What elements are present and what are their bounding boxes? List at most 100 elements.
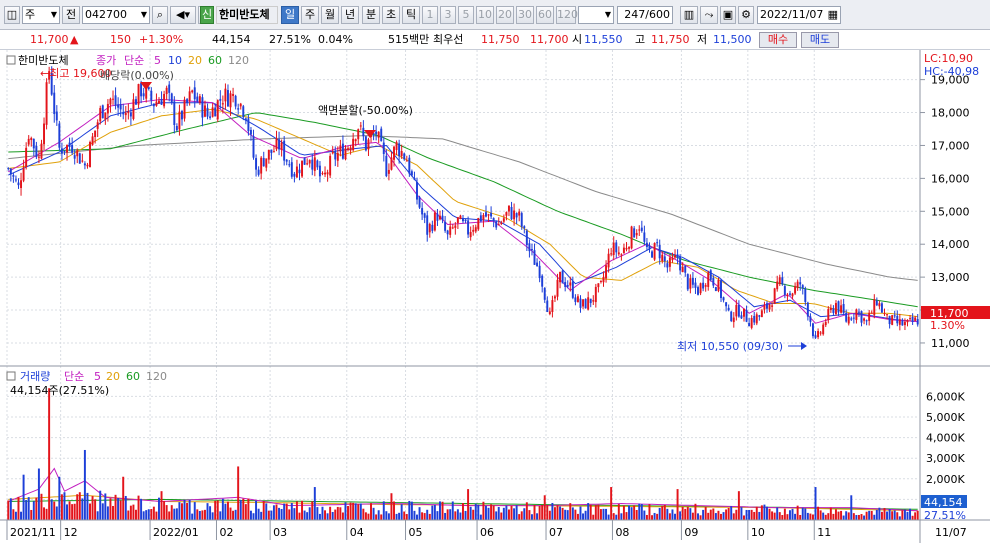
period-day[interactable]: 일 [281,6,299,24]
volume-bar [387,513,390,520]
volume-bar [911,515,914,520]
candle-body [464,219,467,222]
volume-bar [198,510,201,520]
interval-10[interactable]: 10 [476,6,494,24]
candle-body [160,99,163,105]
date-input[interactable]: 2022/11/07 ▦ [757,6,841,24]
interval-60[interactable]: 60 [536,6,554,24]
candle-body [104,112,107,120]
interval-20[interactable]: 20 [496,6,514,24]
volume-bar [104,493,107,520]
candle-body [873,299,876,316]
candle-body [48,71,51,80]
volume-bar [226,501,229,520]
candle-body [158,100,160,104]
candle-body [704,285,707,287]
volume-bar [211,512,214,520]
candle-body [906,319,909,323]
speaker-icon[interactable]: ◀▾ [170,6,196,24]
volume-bar [81,498,84,520]
period-month[interactable]: 월 [321,6,339,24]
candle-settings-icon[interactable]: ▥ [680,6,698,24]
volume-bar [643,510,646,520]
candle-body [219,98,222,101]
period-tick[interactable]: 틱 [402,6,420,24]
volume-bar [214,500,217,520]
candle-body [14,179,17,181]
candle-body [783,286,786,295]
candle-body [868,312,871,321]
candle-body [272,151,275,153]
candle-body [30,137,33,141]
stock-chart[interactable]: 11,00012,00013,00014,00015,00016,00017,0… [0,50,990,543]
volume-bar [377,510,380,520]
candle-body [909,318,912,320]
interval-5[interactable]: 5 [458,6,474,24]
period-minute[interactable]: 분 [362,6,380,24]
candle-body [367,139,370,150]
candle-body [842,304,845,314]
volume-bar [868,510,871,520]
price-legend: 한미반도체 종가 단순 5 10 20 60 120 [6,54,249,67]
buy-button[interactable]: 매수 [759,32,797,48]
candle-body [127,111,130,114]
interval-30[interactable]: 30 [516,6,534,24]
volume-bar [150,508,153,520]
candle-body [53,92,56,115]
volume-bar [732,513,735,520]
gear-icon[interactable]: ⚙ [738,6,754,24]
code-input[interactable]: 042700 ▼ [82,6,150,24]
candle-body [398,143,401,157]
volume-legend: 거래량 단순 5 20 60 120 44,154주(27.51%) [6,370,167,397]
volume-bar [224,503,227,520]
candle-body [178,111,181,130]
volume-bar [127,510,130,520]
candle-body [891,315,894,325]
volume-bar [783,508,786,520]
volume-bar [850,495,853,520]
candle-body [712,277,715,286]
count-field[interactable]: 247/600 [617,6,673,24]
volume-bar [863,515,866,520]
period-second[interactable]: 초 [382,6,400,24]
candle-body [630,226,633,249]
market-type-select[interactable]: 주 ▼ [22,6,60,24]
volume-bar [32,501,35,520]
candle-body [584,298,587,309]
volume-bar [502,507,505,520]
volume-bar [653,512,656,520]
window-icon[interactable]: ◫ [4,6,20,24]
save-icon[interactable]: ▣ [720,6,736,24]
volume-bar [745,509,748,520]
candle-body [306,163,309,165]
volume-bar [354,503,357,520]
interval-120[interactable]: 120 [556,6,578,24]
candle-body [515,213,518,218]
candle-body [806,302,809,317]
volume-bar [382,501,385,520]
current-volume-tag-label: 44,154 [924,496,963,509]
period-week[interactable]: 주 [301,6,319,24]
candle-body [814,335,817,338]
candle-body [559,271,562,283]
candle-body [122,112,125,115]
prev-button[interactable]: 전 [62,6,80,24]
candle-body [533,250,536,265]
interval-custom-select[interactable]: ▼ [578,6,614,24]
line-tool-icon[interactable]: ⤳ [700,6,718,24]
volume-bar [117,498,120,520]
interval-3[interactable]: 3 [440,6,456,24]
volume-bar [817,506,820,520]
candle-body [482,215,485,220]
volume-bar [760,505,763,520]
interval-1[interactable]: 1 [422,6,438,24]
volume-bar [73,503,76,520]
candle-body [278,139,281,150]
volume-bar [109,498,112,520]
price-tick-label: 14,000 [931,238,970,251]
search-icon[interactable]: ⌕ [152,6,168,24]
period-year[interactable]: 년 [341,6,359,24]
candle-body [60,148,63,154]
sell-button[interactable]: 매도 [801,32,839,48]
volume-bar [283,503,286,520]
